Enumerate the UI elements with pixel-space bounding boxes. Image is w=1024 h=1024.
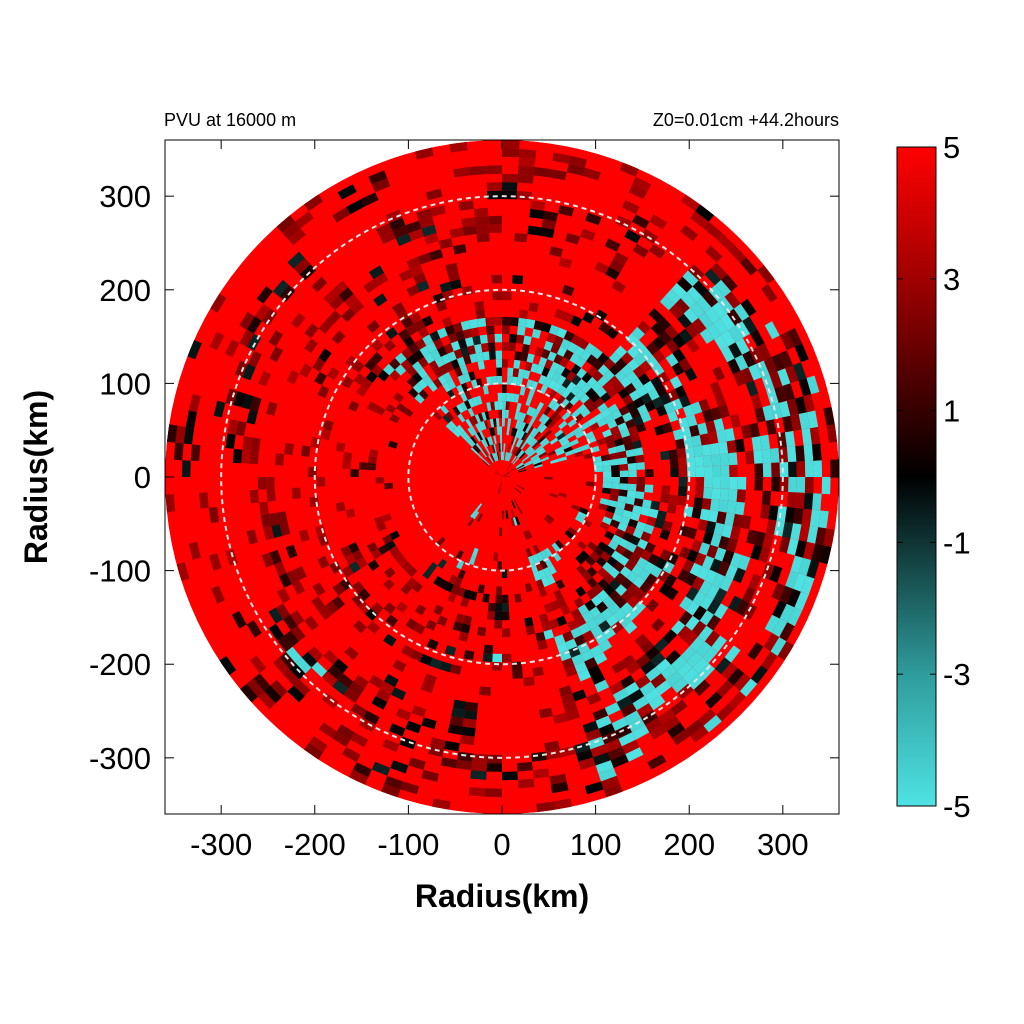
x-tick-label: -200 [284, 827, 346, 862]
y-tick-label: 300 [99, 179, 151, 214]
x-axis-ticks: -300 -200 -100 0 100 200 300 [190, 140, 809, 862]
colorbar-tick-label: 5 [943, 130, 960, 165]
x-tick-label: 200 [663, 827, 715, 862]
plot-area [165, 140, 839, 814]
reference-circle [220, 195, 784, 759]
colorbar-tick-label: -1 [943, 525, 971, 560]
y-tick-label: 200 [99, 273, 151, 308]
y-tick-label: 0 [134, 460, 151, 495]
chart-title-right: Z0=0.01cm +44.2hours [653, 110, 839, 130]
reference-circle [407, 382, 597, 572]
colorbar-tick-label: 1 [943, 394, 960, 429]
reference-circles [220, 195, 784, 759]
y-axis-ticks: 300 200 100 0 -100 -200 -300 [89, 179, 839, 776]
colorbar: 5 3 1 -1 -3 -5 [896, 130, 971, 824]
y-tick-label: 100 [99, 366, 151, 401]
chart-title-left: PVU at 16000 m [164, 110, 296, 130]
colorbar-tick-label: 3 [943, 262, 960, 297]
colorbar-ticks: 5 3 1 -1 -3 -5 [897, 130, 971, 824]
x-tick-label: 300 [757, 827, 809, 862]
x-axis-title: Radius(km) [415, 878, 589, 914]
y-axis-title: Radius(km) [18, 390, 54, 564]
y-tick-label: -200 [89, 647, 151, 682]
x-tick-label: -100 [377, 827, 439, 862]
colorbar-tick-label: -5 [943, 789, 971, 824]
pvu-heatmap-field [165, 140, 839, 814]
x-tick-label: -300 [190, 827, 252, 862]
colorbar-gradient [896, 146, 937, 807]
y-tick-label: -300 [89, 741, 151, 776]
x-tick-label: 0 [493, 827, 510, 862]
reference-circle [313, 288, 691, 666]
x-tick-label: 100 [570, 827, 622, 862]
y-tick-label: -100 [89, 554, 151, 589]
colorbar-tick-label: -3 [943, 657, 971, 692]
